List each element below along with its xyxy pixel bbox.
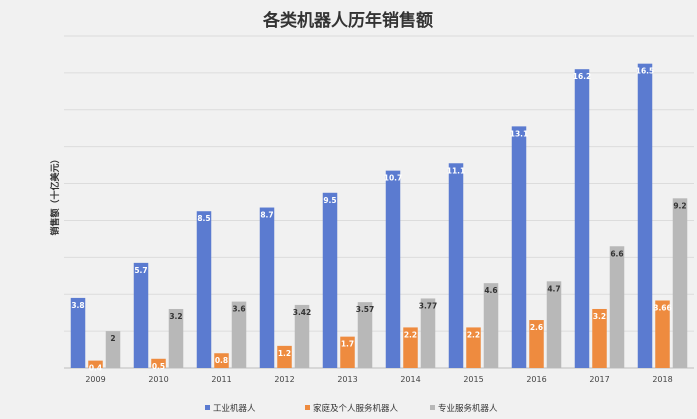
bar-3-2015 <box>483 283 499 368</box>
data-label: 2.2 <box>467 330 480 339</box>
data-label: 4.6 <box>484 286 497 295</box>
data-label: 2.6 <box>530 323 543 332</box>
bar-3-2012 <box>294 304 310 368</box>
data-label: 10.7 <box>384 174 403 183</box>
data-label: 13.1 <box>510 129 529 138</box>
data-label: 8.7 <box>260 211 273 220</box>
data-label: 3.77 <box>419 301 438 310</box>
data-label: 1.2 <box>278 349 291 358</box>
bar-2-2017 <box>592 308 607 368</box>
bar-2-2018 <box>655 300 670 368</box>
bar-2-2012 <box>277 345 292 368</box>
legend-swatch-3 <box>430 405 435 410</box>
bar-3-2013 <box>357 302 373 368</box>
bar-1-2014 <box>385 170 401 368</box>
bar-3-2016 <box>546 281 562 368</box>
legend-swatch-1 <box>205 405 210 410</box>
data-label: 0.5 <box>152 362 165 371</box>
data-label: 3.42 <box>293 308 312 317</box>
bar-1-2018 <box>637 63 653 369</box>
legend-label-1: 工业机器人 <box>213 403 256 414</box>
bar-3-2018 <box>672 198 688 368</box>
bar-1-2015 <box>448 163 464 368</box>
legend: 工业机器人 家庭及个人服务机器人 专业服务机器人 <box>205 403 498 414</box>
data-label: 3.2 <box>593 312 606 321</box>
data-label: 0.4 <box>89 364 102 373</box>
bar-1-2009 <box>70 297 86 368</box>
bar-3-2011 <box>231 301 247 368</box>
bars-group: 3.8 0.4 2 5.7 0.5 3.2 8.5 0.8 3.6 8.7 1.2 3.42 9.5 1.… <box>70 63 688 373</box>
bar-3-2009 <box>105 331 121 368</box>
bar-3-2017 <box>609 246 625 368</box>
x-tick-label: 2012 <box>274 375 294 384</box>
x-tick-label: 2016 <box>526 375 546 384</box>
data-label: 0.8 <box>215 356 228 365</box>
bar-2-2010 <box>151 358 166 368</box>
bar-3-2014 <box>420 298 436 368</box>
bar-1-2012 <box>259 207 275 368</box>
bar-1-2016 <box>511 126 527 368</box>
data-label: 16.5 <box>636 67 655 76</box>
data-label: 2.2 <box>404 330 417 339</box>
data-label: 9.2 <box>673 201 686 210</box>
x-tick-label: 2011 <box>211 375 231 384</box>
bar-2-2016 <box>529 320 544 368</box>
data-label: 3.66 <box>653 303 672 312</box>
data-label: 3.2 <box>169 312 182 321</box>
x-tick-label: 2018 <box>652 375 672 384</box>
x-tick-label: 2013 <box>337 375 357 384</box>
data-label: 3.6 <box>232 305 245 314</box>
x-tick-label: 2010 <box>148 375 168 384</box>
bar-2-2015 <box>466 327 481 368</box>
bar-1-2010 <box>133 262 149 368</box>
x-tick-label: 2014 <box>400 375 420 384</box>
y-axis-label: 销售额（十亿美元） <box>49 154 61 235</box>
bar-2-2014 <box>403 327 418 368</box>
bar-2-2009 <box>88 360 103 368</box>
bar-2-2011 <box>214 353 229 368</box>
legend-label-3: 专业服务机器人 <box>438 403 498 414</box>
legend-label-2: 家庭及个人服务机器人 <box>313 403 399 414</box>
bar-3-2010 <box>168 308 184 368</box>
x-tick-label: 2017 <box>589 375 609 384</box>
x-tick-labels: 2009 2010 2011 2012 2013 2014 2015 2016 2017 2018 <box>85 375 672 384</box>
x-tick-label: 2015 <box>463 375 483 384</box>
x-tick-label: 2009 <box>85 375 105 384</box>
data-label: 1.7 <box>341 340 354 349</box>
bar-1-2013 <box>322 192 338 368</box>
data-label: 2 <box>110 334 115 343</box>
bar-1-2017 <box>574 69 590 368</box>
data-label: 5.7 <box>134 266 147 275</box>
data-label: 9.5 <box>323 196 336 205</box>
data-label: 3.8 <box>71 301 84 310</box>
data-label: 11.1 <box>447 166 466 175</box>
data-label: 8.5 <box>197 214 210 223</box>
bar-2-2013 <box>340 336 355 368</box>
bar-1-2011 <box>196 211 212 368</box>
data-label: 16.2 <box>573 72 592 81</box>
legend-swatch-2 <box>305 405 310 410</box>
chart-title: 各类机器人历年销售额 <box>262 10 433 31</box>
data-label: 3.57 <box>356 305 375 314</box>
data-label: 6.6 <box>610 249 623 258</box>
data-label: 4.7 <box>547 284 560 293</box>
